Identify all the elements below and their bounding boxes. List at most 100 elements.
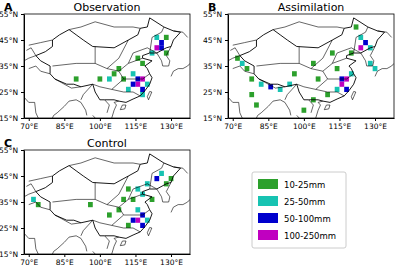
tick-mark — [21, 254, 24, 255]
border — [112, 89, 140, 96]
tick-label: 115°E — [329, 122, 352, 131]
border — [323, 58, 347, 71]
tick: 15°N — [0, 250, 24, 259]
border — [95, 183, 96, 200]
border — [55, 79, 81, 88]
border — [69, 22, 140, 30]
precip-cell — [154, 176, 159, 181]
tick-mark — [21, 14, 24, 15]
border — [36, 18, 181, 103]
frame — [24, 150, 190, 254]
border — [375, 63, 394, 76]
precip-cell — [154, 45, 159, 50]
tick-label: 130°E — [364, 122, 387, 131]
border — [29, 202, 50, 210]
precip-cell — [335, 87, 340, 92]
border — [309, 100, 314, 113]
axis-line — [228, 15, 229, 119]
tick: 25°N — [0, 88, 24, 97]
precip-cell — [249, 92, 254, 97]
border — [147, 227, 152, 235]
precip-cell — [159, 171, 164, 176]
precip-cell — [249, 76, 254, 81]
border — [29, 176, 53, 181]
tick-mark — [171, 118, 172, 121]
precip-cell — [292, 71, 297, 76]
frame — [24, 14, 190, 118]
tick-mark — [339, 118, 340, 121]
border — [24, 97, 38, 118]
precip-cell — [112, 71, 117, 76]
panel-title: Observation — [74, 1, 141, 14]
tick-label: 15°N — [203, 114, 222, 123]
precip-cell — [140, 61, 145, 66]
legend-item: 10-25mm — [258, 179, 325, 190]
precip-cell — [245, 66, 250, 71]
legend-label: 100-250mm — [284, 231, 336, 241]
tick: 115°E — [125, 254, 148, 267]
border — [52, 236, 86, 254]
tick: 45°N — [0, 172, 24, 181]
tick: 85°E — [260, 118, 278, 131]
tick-mark — [29, 118, 30, 121]
frame — [228, 14, 394, 118]
tick-mark — [21, 150, 24, 151]
panel: 70°E85°E100°E115°E130°E15°N25°N35°N45°N5… — [203, 1, 399, 131]
tick-mark — [225, 118, 228, 119]
tick-label: 130°E — [160, 258, 183, 267]
tick-label: 115°E — [125, 258, 148, 267]
border — [147, 91, 152, 99]
border — [119, 194, 143, 207]
precip-cell — [107, 76, 112, 81]
tick-mark — [21, 92, 24, 93]
y-axis: 15°N25°N35°N45°N55°N — [0, 146, 25, 259]
legend-frame — [252, 172, 346, 248]
border — [107, 176, 128, 205]
precip-cell — [116, 66, 121, 71]
panel-title: Control — [87, 137, 127, 150]
border — [361, 47, 375, 67]
tick: 100°E — [293, 118, 316, 131]
tick: 115°E — [329, 118, 352, 131]
border — [52, 199, 123, 225]
border — [328, 74, 354, 79]
border — [299, 47, 300, 64]
y-axis: 15°N25°N35°N45°N55°N — [0, 10, 25, 123]
tick-mark — [233, 118, 234, 121]
axis-line — [229, 118, 395, 119]
precip-cell — [358, 45, 363, 50]
border — [285, 84, 297, 100]
precip-cell — [302, 108, 307, 113]
border — [233, 40, 257, 45]
border — [256, 63, 327, 89]
tick-label: 130°E — [160, 122, 183, 131]
precip-cell — [31, 197, 36, 202]
legend-swatch — [258, 196, 278, 206]
precip-cell — [330, 50, 335, 55]
axis-line — [24, 15, 25, 119]
precip-cell — [135, 207, 140, 212]
tick-mark — [64, 118, 65, 121]
precip-cell — [131, 218, 136, 223]
tick-label: 70°E — [20, 122, 38, 131]
precip-cell — [373, 66, 378, 71]
precip-cell — [126, 223, 131, 228]
tick-mark — [304, 118, 305, 121]
figure: 70°E 85°E 100°E 115°E 130°E 15°N25°N35°N45°N5… — [0, 0, 400, 275]
border — [29, 66, 50, 74]
precip-cell — [121, 197, 126, 202]
legend-swatch — [258, 179, 278, 189]
tick-mark — [21, 40, 24, 41]
tick: 45°N — [0, 36, 24, 45]
tick-mark — [64, 254, 65, 257]
border — [316, 89, 344, 96]
tick: 130°E — [160, 254, 183, 267]
border — [171, 63, 190, 76]
border — [105, 236, 110, 249]
tick-mark — [21, 228, 24, 229]
tick: 85°E — [56, 254, 74, 267]
tick-mark — [268, 118, 269, 121]
border — [120, 241, 126, 246]
border — [81, 84, 93, 100]
border — [26, 48, 35, 56]
